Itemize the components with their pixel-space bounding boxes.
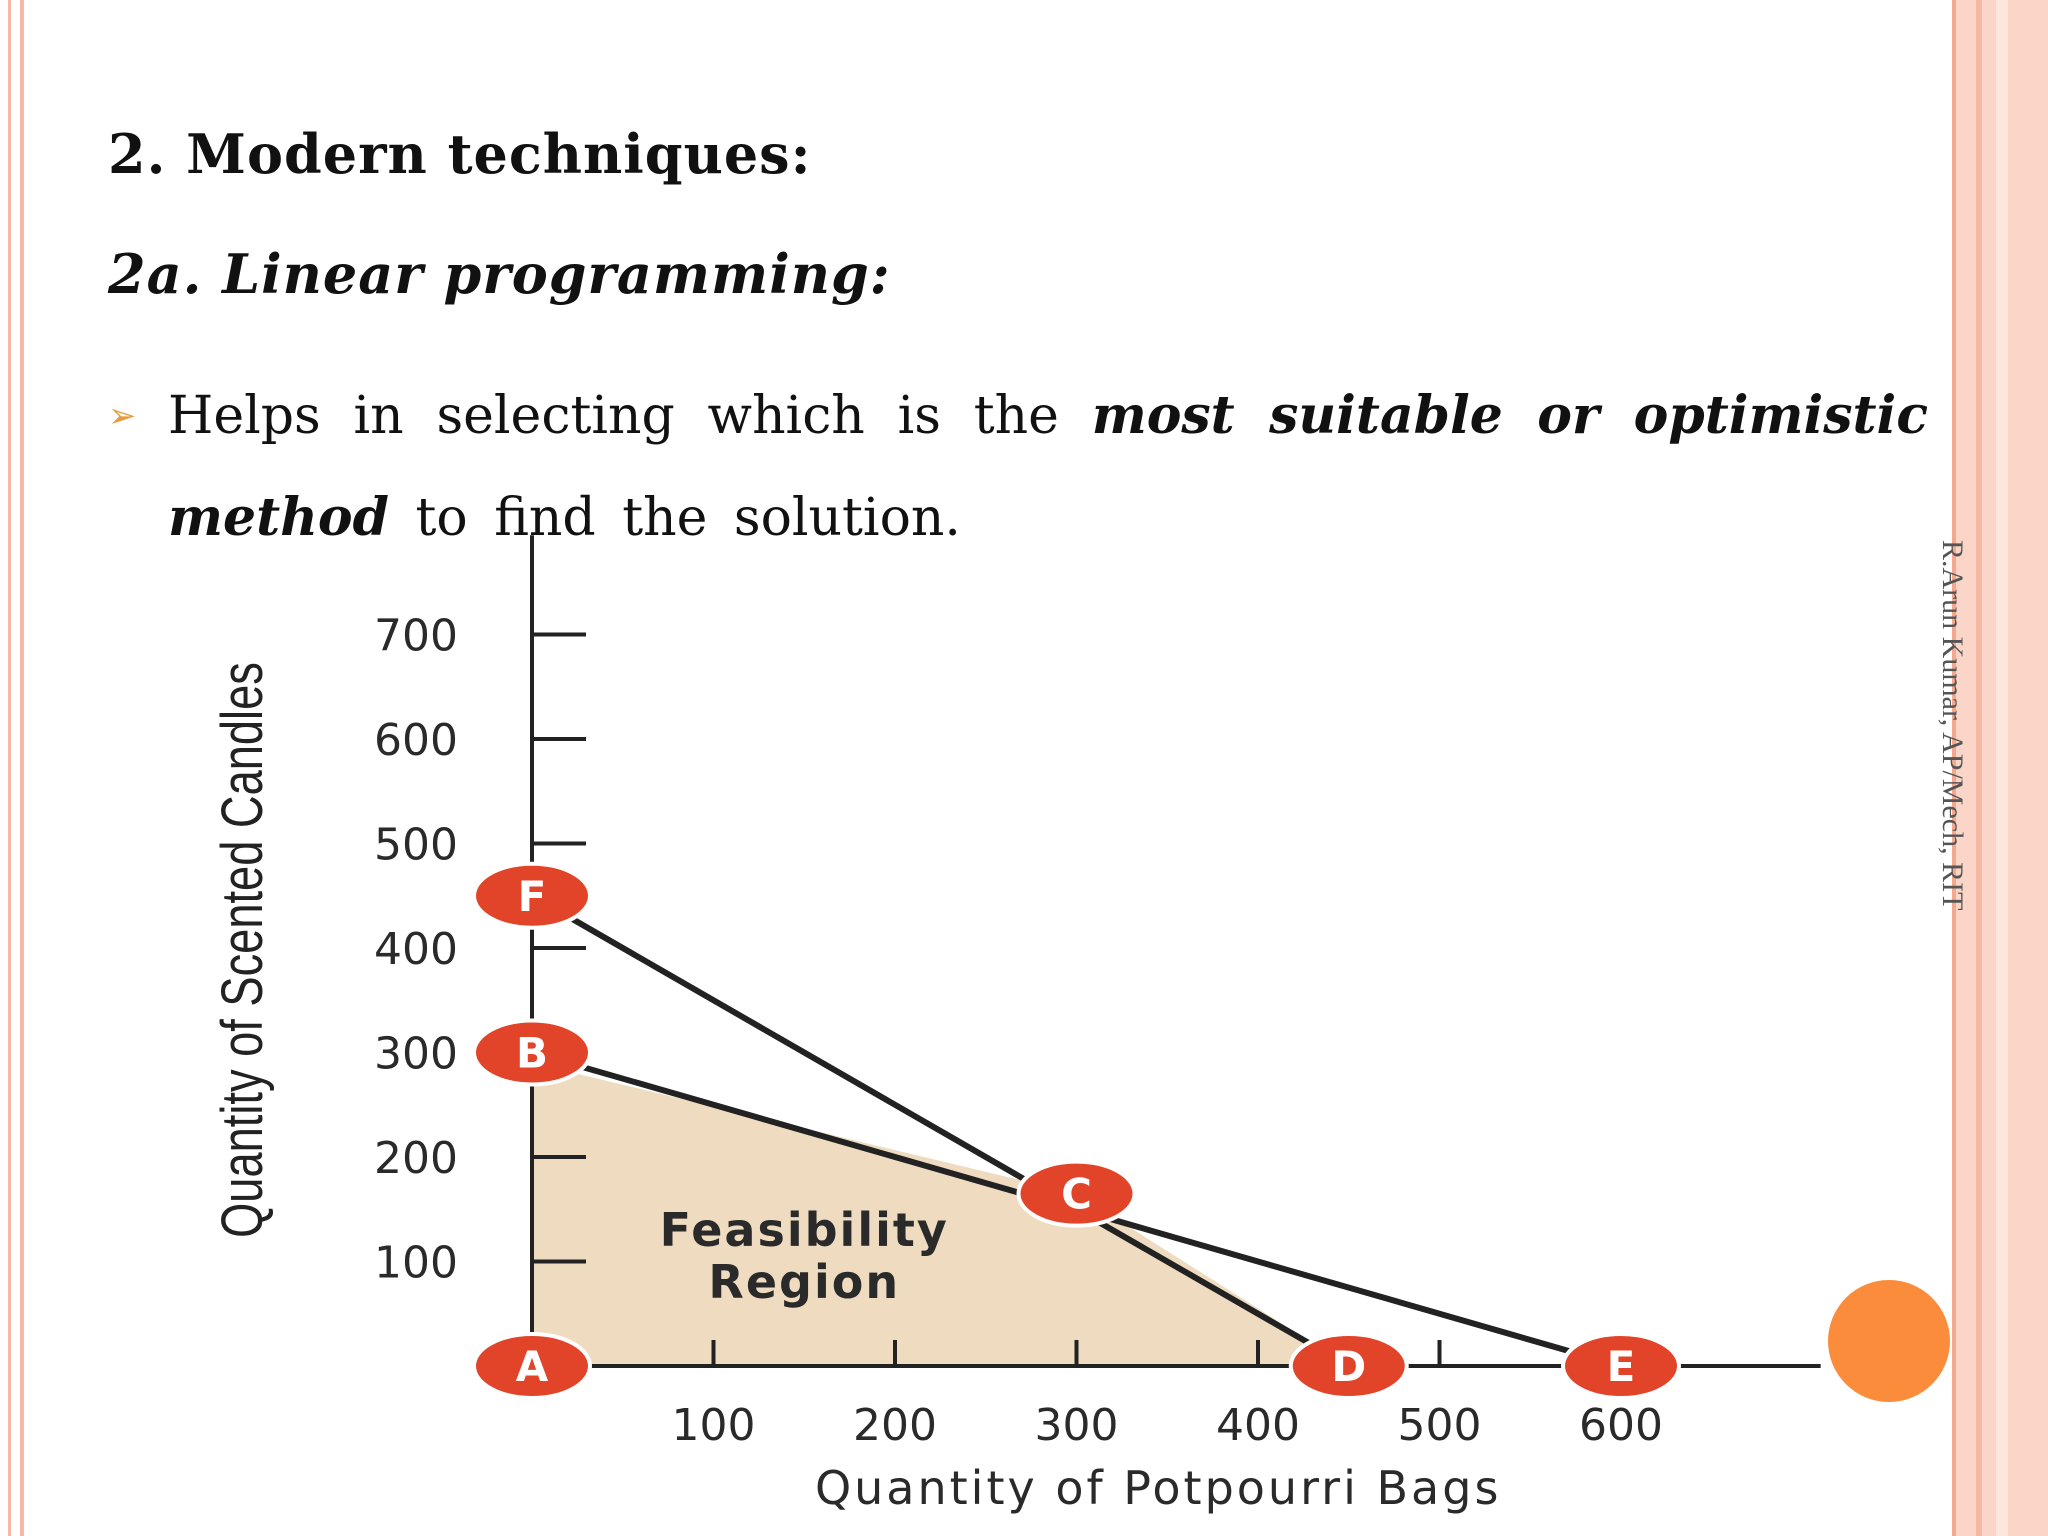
point-label-f: F: [518, 872, 547, 921]
x-tick-label-100: 100: [672, 1400, 756, 1451]
x-tick-label-200: 200: [853, 1400, 937, 1451]
point-label-b: B: [516, 1029, 548, 1078]
bullet-text-emphasis: most suitable or optimistic method: [168, 385, 1928, 548]
y-tick-label-600: 600: [374, 715, 458, 766]
y-tick-label-400: 400: [374, 924, 458, 975]
bullet-text-suffix: to find the solution.: [388, 488, 961, 548]
y-tick-label-500: 500: [374, 820, 458, 871]
constraint-line-fd: [530, 893, 1351, 1369]
point-label-c: C: [1061, 1170, 1092, 1219]
point-marker-b: [472, 1018, 592, 1087]
y-tick-label-200: 200: [374, 1133, 458, 1184]
bullet-point: ➢ Helps in selecting which is the most s…: [108, 365, 1928, 569]
decorative-orange-dot: [1828, 1280, 1950, 1402]
x-tick-label-300: 300: [1035, 1400, 1119, 1451]
slide-border-left: [0, 0, 24, 1536]
y-tick-label-300: 300: [374, 1029, 458, 1080]
bullet-text-prefix: Helps in selecting which is the: [168, 386, 1092, 446]
point-marker-a: [472, 1332, 592, 1400]
bullet-arrow-icon: ➢: [108, 396, 137, 436]
region-label-line-1: Feasibility: [660, 1203, 949, 1257]
x-tick-label-600: 600: [1579, 1400, 1663, 1451]
slide-subheading: 2a. Linear programming:: [108, 242, 891, 306]
feasible-region: [532, 1062, 1349, 1366]
x-axis-title: Quantity of Potpourri Bags: [815, 1461, 1501, 1515]
y-tick-label-700: 700: [374, 611, 458, 662]
point-label-a: A: [516, 1342, 549, 1391]
y-axis-title: Quantity of Scented Candles: [211, 662, 276, 1238]
y-tick-label-100: 100: [374, 1238, 458, 1289]
point-label-d: D: [1331, 1342, 1366, 1391]
bullet-text: Helps in selecting which is the most sui…: [168, 365, 1928, 569]
point-marker-d: [1288, 1332, 1409, 1400]
point-label-e: E: [1607, 1342, 1636, 1391]
point-marker-f: [472, 861, 592, 930]
point-marker-c: [1016, 1159, 1137, 1228]
x-tick-label-400: 400: [1216, 1400, 1300, 1451]
slide-heading: 2. Modern techniques:: [108, 122, 812, 186]
x-tick-label-500: 500: [1398, 1400, 1482, 1451]
author-watermark: R.Arun Kumar, AP/Mech, RIT: [1936, 540, 1969, 911]
slide-border-right: [1952, 0, 2048, 1536]
point-marker-e: [1561, 1332, 1681, 1400]
region-label-line-2: Region: [708, 1255, 900, 1309]
